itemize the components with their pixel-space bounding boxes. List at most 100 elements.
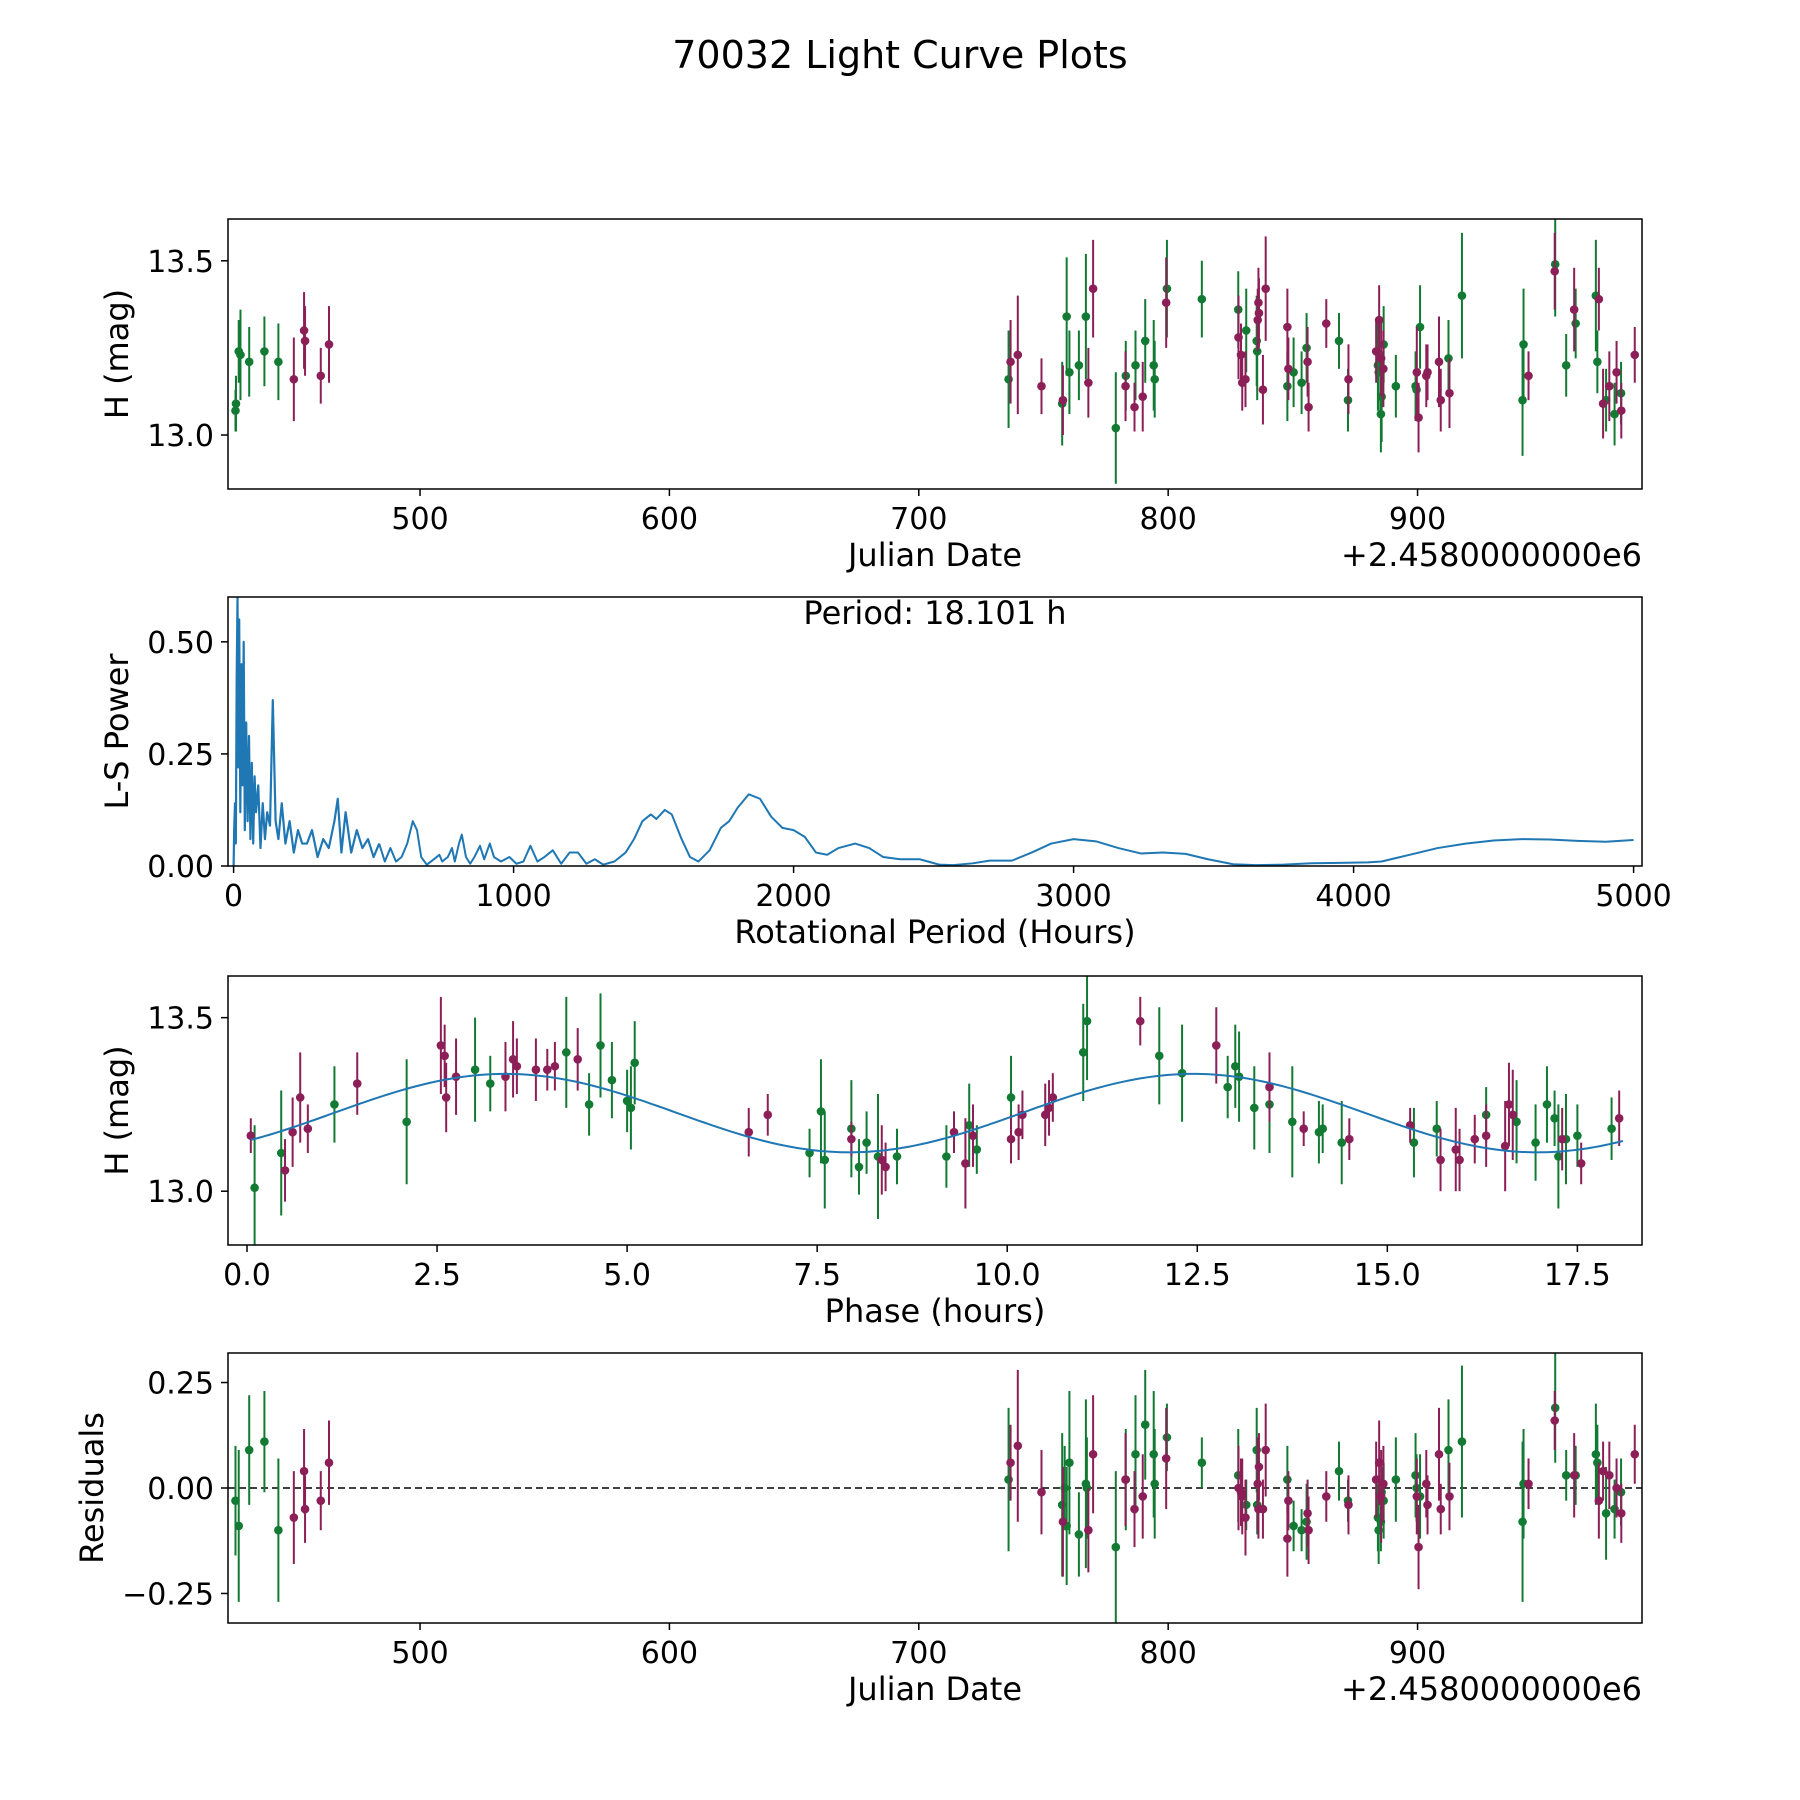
data-point-green [1131,361,1140,370]
data-point-magenta [1138,1492,1148,1501]
data-point-magenta [1321,1492,1331,1501]
axes-frame [227,975,1643,1246]
data-point-green [622,1096,632,1106]
data-point-green [1391,1475,1401,1484]
data-point-magenta [1414,1542,1423,1552]
axes-frame [227,596,1643,867]
data-point-magenta [1344,374,1353,384]
data-point-magenta [1434,357,1444,367]
data-point-magenta [1612,1483,1621,1493]
data-point-magenta [316,371,326,381]
data-point-green [854,1162,864,1172]
data-point-magenta [573,1055,582,1064]
data-point-magenta [1304,402,1313,412]
data-point-magenta [1508,1110,1518,1120]
y-axis-label: L-S Power [98,653,136,810]
y-axis-label: Residuals [73,1412,111,1564]
data-point-green [274,1525,283,1535]
data-point-green [1082,1483,1092,1493]
data-point-magenta [1014,1127,1023,1137]
data-point-magenta [1037,1487,1046,1497]
periodogram-dense-line [232,597,381,866]
data-point-magenta [1630,350,1640,360]
x-axis-label: Julian Date [846,536,1022,574]
data-point-magenta [1445,1492,1454,1501]
data-point-magenta [1504,1100,1514,1109]
x-tick-label: 0 [224,879,243,914]
x-tick-label: 7.5 [793,1258,841,1293]
plot-area [232,597,1634,866]
data-point-magenta [1040,1110,1050,1120]
phase-folded-panel: 0.0 2.5 5.0 7.5 10.0 12.5 15.0 17.5 13.0 13.5 Phas… [98,975,1643,1330]
data-point-green [1230,1061,1240,1071]
data-point-green [274,357,283,367]
data-point-green [1561,361,1571,370]
data-point-magenta [280,1166,290,1175]
data-point-magenta [1236,350,1246,360]
x-tick-label: 5.0 [603,1258,651,1293]
data-point-green [1318,1124,1328,1134]
data-point-green [1249,1103,1259,1113]
data-point-green [1297,1525,1306,1535]
x-tick-label: 2.5 [413,1258,461,1293]
data-point-magenta [1241,1513,1250,1522]
data-point-magenta [1569,305,1579,314]
data-point-magenta [1451,1145,1461,1154]
data-point-magenta [316,1496,326,1505]
data-point-magenta [1284,364,1293,374]
y-tick-label: 0.25 [147,1367,214,1402]
data-point-green [231,399,241,408]
data-point-magenta [299,1466,309,1476]
data-point-green [1111,1542,1121,1552]
x-tick-label: 2000 [755,879,831,914]
data-point-magenta [1037,381,1046,391]
data-point-magenta [531,1065,541,1075]
data-point-magenta [1379,364,1388,374]
y-tick-label: 13.0 [147,1175,214,1210]
x-tick-label: 10.0 [974,1258,1041,1293]
data-point-green [1601,1509,1611,1518]
data-point-magenta [1434,1449,1444,1459]
data-point-magenta [1283,322,1292,332]
data-point-magenta [440,1051,449,1061]
x-tick-label: 5000 [1595,879,1671,914]
data-point-magenta [436,1041,446,1050]
data-point-magenta [1321,319,1331,328]
data-point-green [1444,1445,1453,1455]
data-point-green [862,1138,871,1147]
data-point-magenta [1379,1479,1388,1489]
data-point-magenta [303,1124,313,1134]
data-point-green [1197,1458,1207,1467]
y-axis-label: H (mag) [98,289,136,419]
data-point-magenta [1412,1492,1422,1501]
data-point-magenta [1550,266,1560,276]
x-tick-label: 500 [391,502,448,537]
data-point-green [1223,1082,1232,1092]
data-point-green [1415,322,1425,332]
periodogram-line [378,793,1634,866]
data-point-green [1607,1124,1616,1134]
period-annotation: Period: 18.101 h [803,594,1066,632]
data-point-magenta [847,1134,856,1144]
data-point-magenta [1557,1134,1567,1144]
data-point-magenta [352,1079,362,1088]
x-tick-label: 900 [1389,502,1446,537]
data-point-magenta [877,1155,887,1165]
data-point-magenta [968,1131,978,1140]
x-tick-label: 800 [1140,502,1197,537]
x-tick-label: 700 [890,1636,947,1671]
data-point-green [1334,1466,1344,1476]
data-point-green [1131,1449,1140,1459]
data-point-green [1004,374,1013,384]
x-tick-label: 500 [391,1636,448,1671]
data-point-green [244,357,254,367]
data-point-green [234,1521,244,1531]
data-point-magenta [1303,357,1312,367]
data-point-magenta [1612,367,1621,377]
data-point-green [1573,1131,1582,1140]
data-point-magenta [324,340,334,349]
data-point-magenta [1058,1517,1068,1527]
x-tick-label: 600 [641,502,698,537]
data-point-magenta [1161,298,1171,307]
